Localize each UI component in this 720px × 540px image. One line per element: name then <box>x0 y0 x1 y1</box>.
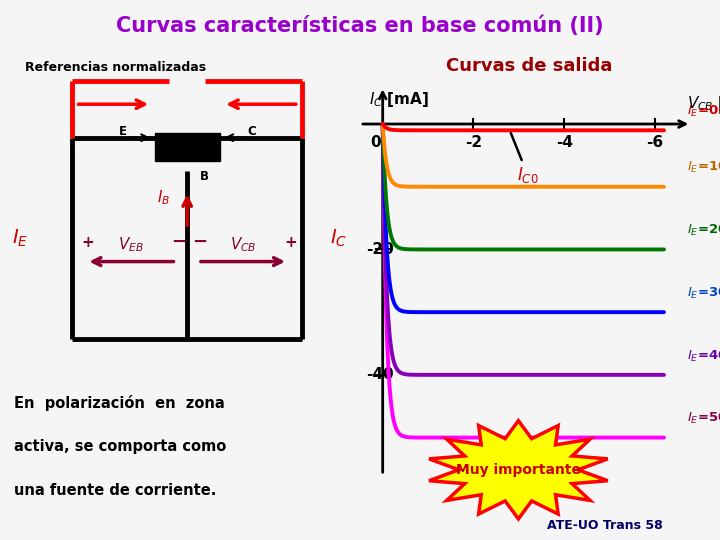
Text: -6: -6 <box>647 136 663 150</box>
Text: $I_E$: $I_E$ <box>12 227 28 249</box>
Text: $I_E$=20mA: $I_E$=20mA <box>687 223 720 238</box>
Text: $I_E$=40mA: $I_E$=40mA <box>687 348 720 363</box>
Text: -2: -2 <box>465 136 482 150</box>
Text: $I_B$: $I_B$ <box>157 188 171 207</box>
Text: $I_E$=0mA: $I_E$=0mA <box>687 104 720 119</box>
Text: +: + <box>284 234 297 249</box>
Text: -4: -4 <box>556 136 572 150</box>
Text: una fuente de corriente.: una fuente de corriente. <box>14 483 216 498</box>
Text: B: B <box>199 170 209 183</box>
Text: $I_E$=30mA: $I_E$=30mA <box>687 286 720 301</box>
Text: $I_C$ [mA]: $I_C$ [mA] <box>369 90 429 109</box>
Text: ATE-UO Trans 58: ATE-UO Trans 58 <box>546 519 662 532</box>
Text: $I_C$: $I_C$ <box>330 227 347 249</box>
Text: −: − <box>171 233 186 251</box>
Text: Curvas de salida: Curvas de salida <box>446 57 613 75</box>
Text: -40: -40 <box>366 367 394 382</box>
Text: $V_{EB}$: $V_{EB}$ <box>119 235 144 254</box>
Bar <box>155 133 220 161</box>
Text: C: C <box>248 125 256 138</box>
Text: −: − <box>193 233 208 251</box>
Text: $I_{C0}$: $I_{C0}$ <box>510 133 539 185</box>
Text: +: + <box>81 234 94 249</box>
Text: Referencias normalizadas: Referencias normalizadas <box>25 60 207 73</box>
Text: -20: -20 <box>366 242 394 257</box>
Text: Curvas características en base común (II): Curvas características en base común (II… <box>116 15 604 36</box>
Text: activa, se comporta como: activa, se comporta como <box>14 439 226 454</box>
Text: 0: 0 <box>371 136 381 150</box>
Text: $V_{CB}$: $V_{CB}$ <box>230 235 256 254</box>
Text: Muy importante: Muy importante <box>456 463 581 477</box>
Text: En  polarización  en  zona: En polarización en zona <box>14 395 225 411</box>
Text: E: E <box>118 125 127 138</box>
Text: $I_E$=50mA: $I_E$=50mA <box>687 411 720 426</box>
Text: $V_{CB}$ [V]: $V_{CB}$ [V] <box>687 94 720 113</box>
Polygon shape <box>429 421 608 519</box>
Text: $I_E$=10mA: $I_E$=10mA <box>687 160 720 176</box>
